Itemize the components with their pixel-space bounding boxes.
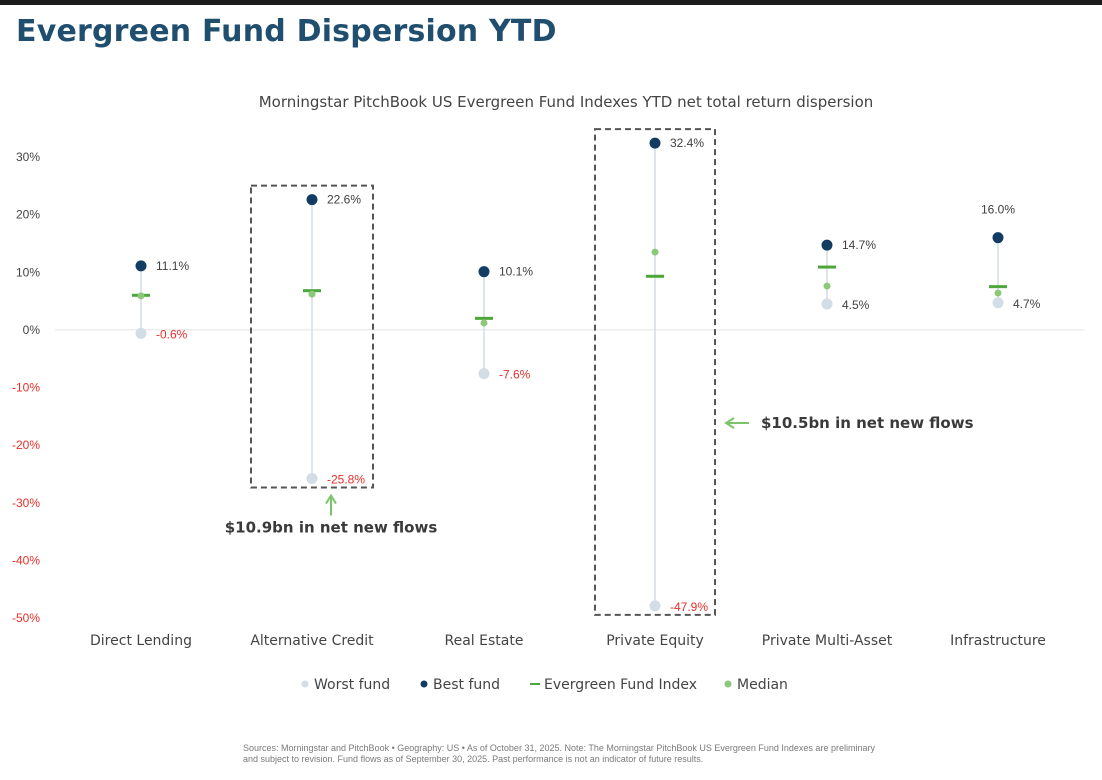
x-tick-label-alternative-credit: Alternative Credit bbox=[250, 633, 374, 649]
flow-arrowhead-private-equity bbox=[724, 417, 735, 429]
y-tick-label-0: 0% bbox=[23, 323, 41, 337]
x-tick-label-private-equity: Private Equity bbox=[606, 633, 704, 649]
worst-point-private-equity bbox=[649, 600, 661, 612]
flow-note-alternative-credit: $10.9bn in net new flows bbox=[225, 519, 438, 537]
y-tick-label-40: -40% bbox=[12, 553, 40, 567]
median-point-private-multi-asset bbox=[823, 282, 831, 290]
y-tick-label-20: 20% bbox=[16, 208, 40, 222]
footnote-line-2: and subject to revision. Fund flows as o… bbox=[243, 754, 704, 764]
best-label-infrastructure: 16.0% bbox=[981, 203, 1015, 217]
median-point-private-equity bbox=[651, 248, 659, 256]
best-point-infrastructure bbox=[992, 232, 1004, 244]
worst-label-real-estate: -7.6% bbox=[499, 368, 531, 382]
best-label-real-estate: 10.1% bbox=[499, 265, 533, 279]
legend: Worst fund Best fund Evergreen Fund Index M… bbox=[301, 677, 788, 693]
y-tick-label-30: 30% bbox=[16, 150, 40, 164]
worst-label-direct-lending: -0.6% bbox=[156, 327, 188, 341]
median-point-real-estate bbox=[480, 319, 488, 327]
best-point-direct-lending bbox=[135, 260, 147, 272]
best-point-private-equity bbox=[649, 137, 661, 149]
worst-point-alternative-credit bbox=[306, 473, 318, 485]
x-tick-label-infrastructure: Infrastructure bbox=[950, 633, 1046, 649]
worst-label-private-equity: -47.9% bbox=[670, 600, 708, 614]
worst-point-direct-lending bbox=[135, 327, 147, 339]
page-title: Evergreen Fund Dispersion YTD bbox=[16, 14, 557, 49]
chart-title: Morningstar PitchBook US Evergreen Fund … bbox=[259, 93, 874, 111]
worst-label-private-multi-asset: 4.5% bbox=[842, 298, 870, 312]
highlight-box-alternative-credit bbox=[250, 184, 374, 489]
footnote: Sources: Morningstar and PitchBook • Geo… bbox=[243, 743, 1063, 765]
index-mark-real-estate bbox=[475, 316, 493, 320]
median-point-alternative-credit bbox=[308, 290, 316, 298]
worst-point-private-multi-asset bbox=[821, 298, 833, 310]
best-label-private-multi-asset: 14.7% bbox=[842, 238, 876, 252]
y-tick-label-30: -30% bbox=[12, 496, 40, 510]
x-tick-label-real-estate: Real Estate bbox=[445, 633, 524, 649]
worst-label-infrastructure: 4.7% bbox=[1013, 297, 1041, 311]
index-mark-infrastructure bbox=[989, 285, 1007, 289]
y-tick-label-10: 10% bbox=[16, 265, 40, 279]
top-border bbox=[0, 0, 1102, 5]
legend-label-best-fund: Best fund bbox=[433, 677, 500, 693]
y-axis: 30% 20% 10% 0% -10% -20% -30% -40% -50% Direct Le… bbox=[12, 150, 1085, 649]
legend-swatch-evergreen-fund-index bbox=[530, 683, 540, 685]
legend-swatch-worst-fund bbox=[301, 680, 309, 688]
flow-note-private-equity: $10.5bn in net new flows bbox=[761, 414, 974, 432]
worst-point-infrastructure bbox=[992, 297, 1004, 309]
legend-swatch-best-fund bbox=[420, 680, 428, 688]
chart-marks: 11.1% -0.6% 22.6% -25.8% 10.1% -7.6% 32.4% -47.… bbox=[132, 136, 1041, 614]
best-point-alternative-credit bbox=[306, 194, 318, 206]
legend-label-evergreen-fund-index: Evergreen Fund Index bbox=[544, 677, 697, 693]
y-tick-label-20: -20% bbox=[12, 438, 40, 452]
flow-arrowhead-alternative-credit bbox=[325, 493, 337, 505]
legend-label-median: Median bbox=[737, 677, 788, 693]
y-tick-label-10: -10% bbox=[12, 381, 40, 395]
best-point-private-multi-asset bbox=[821, 239, 833, 251]
worst-label-alternative-credit: -25.8% bbox=[327, 473, 365, 487]
best-point-real-estate bbox=[478, 266, 490, 278]
best-label-private-equity: 32.4% bbox=[670, 136, 704, 150]
y-tick-label-50: -50% bbox=[12, 611, 40, 625]
index-mark-private-equity bbox=[646, 274, 664, 278]
legend-swatch-median bbox=[724, 680, 732, 688]
highlight-boxes: $10.9bn in net new flows $10.5bn in net n… bbox=[225, 128, 974, 616]
x-tick-label-direct-lending: Direct Lending bbox=[90, 633, 192, 649]
best-label-alternative-credit: 22.6% bbox=[327, 193, 361, 207]
x-tick-label-private-multi-asset: Private Multi-Asset bbox=[762, 633, 893, 649]
footnote-line-1: Sources: Morningstar and PitchBook • Geo… bbox=[243, 743, 875, 753]
worst-point-real-estate bbox=[478, 368, 490, 380]
highlight-box-private-equity bbox=[594, 128, 716, 616]
median-point-infrastructure bbox=[994, 289, 1002, 297]
best-label-direct-lending: 11.1% bbox=[156, 259, 189, 273]
median-point-direct-lending bbox=[137, 292, 145, 300]
legend-label-worst-fund: Worst fund bbox=[314, 677, 390, 693]
index-mark-private-multi-asset bbox=[818, 265, 836, 269]
